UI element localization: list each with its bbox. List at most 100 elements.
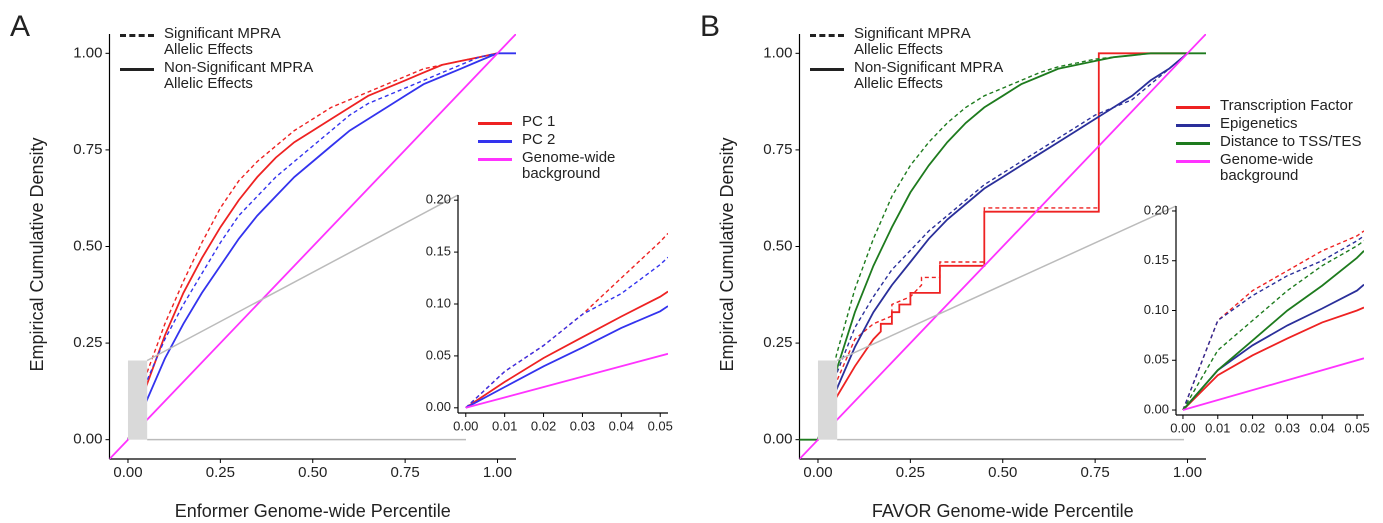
zoom-box [817,360,838,440]
zoom-box [127,360,148,440]
legend-label: PC 2 [522,131,556,148]
curve [465,290,668,409]
y-tick-label: 1.00 [763,44,792,61]
plot-lines [1182,230,1364,411]
x-tick-label: 0.00 [113,464,142,481]
curve [1182,357,1364,411]
panel-label: A [10,10,30,43]
x-tick-label: 1.00 [483,464,512,481]
curve [799,34,1206,459]
y-axis-label: Empirical Cumulative Density [717,137,737,371]
y-tick-label: 0.20 [1144,202,1169,217]
plot-lines [465,232,668,409]
y-tick-label: 0.15 [426,244,451,259]
y-tick-label: 0.00 [1144,401,1169,416]
legend-item: Genome-wide background [1176,152,1361,184]
y-tick-label: 0.25 [763,334,792,351]
curve [127,52,498,440]
linestyle-legend: Significant MPRA Allelic Effects Non-Sign… [810,26,1003,94]
color-legend: Transcription Factor Epigenetics Distance … [1176,98,1361,186]
curve [817,52,1189,441]
x-axis-label: FAVOR Genome-wide Percentile [872,501,1134,521]
y-tick-label: 0.10 [426,295,451,310]
x-tick-label: 0.04 [1310,420,1335,435]
legend-label: Significant MPRA Allelic Effects [854,25,971,58]
x-tick-label: 0.04 [609,418,634,433]
legend-swatch [478,140,512,143]
x-axis-label: Enformer Genome-wide Percentile [175,501,451,521]
x-tick-label: 0.75 [1081,464,1110,481]
y-tick-label: 0.20 [426,192,451,207]
legend-label: Non-Significant MPRA Allelic Effects [164,59,314,92]
curve [1182,230,1364,411]
legend-label: PC 1 [522,113,556,130]
legend-swatch [1176,160,1210,163]
x-tick-label: 0.03 [570,418,595,433]
x-tick-label: 0.00 [803,464,832,481]
zoom-connector [836,205,1177,362]
curve [1182,250,1364,411]
y-tick-label: 0.00 [763,431,792,448]
x-tick-label: 0.05 [1344,420,1369,435]
legend-item: Transcription Factor [1176,98,1361,114]
legend-item: Distance to TSS/TES [1176,134,1361,150]
y-tick-label: 0.50 [73,237,102,254]
y-tick-label: 0.15 [1144,252,1169,267]
panel-label: B [700,10,720,43]
legend-item: Significant MPRA Allelic Effects [810,26,1003,58]
curve [465,256,668,409]
x-tick-label: 0.03 [1275,420,1300,435]
x-tick-label: 0.75 [391,464,420,481]
legend-label: Genome-wide background [522,149,616,182]
plot-lines [799,34,1206,459]
inset-background [1176,206,1364,415]
legend-label: Transcription Factor [1220,97,1353,114]
legend-item: Epigenetics [1176,116,1361,132]
legend-item: Non-Significant MPRA Allelic Effects [810,60,1003,92]
x-tick-label: 0.00 [453,418,478,433]
curve [1182,306,1364,411]
legend-swatch [1176,106,1210,109]
curve [465,305,668,409]
y-tick-label: 0.75 [763,141,792,158]
x-tick-label: 0.25 [896,464,925,481]
legend-swatch [1176,142,1210,145]
plot-lines [109,34,516,459]
legend-swatch [478,158,512,161]
x-tick-label: 0.05 [648,418,673,433]
x-tick-label: 1.00 [1173,464,1202,481]
x-tick-label: 0.00 [1170,420,1195,435]
linestyle-legend: Significant MPRA Allelic Effects Non-Sign… [120,26,313,94]
y-tick-label: 0.05 [1144,352,1169,367]
inset-background [458,195,668,413]
x-tick-label: 0.50 [988,464,1017,481]
curve [127,52,498,440]
legend-item: Genome-wide background [478,150,615,182]
x-tick-label: 0.01 [492,418,517,433]
legend-label: Distance to TSS/TES [1220,133,1362,150]
curve [1182,235,1364,411]
legend-item: PC 1 [478,114,615,130]
legend-swatch [120,34,154,37]
curve [799,52,1206,441]
y-tick-label: 0.50 [763,237,792,254]
y-tick-label: 0.10 [1144,302,1169,317]
legend-swatch [810,34,844,37]
color-legend: PC 1 PC 2 Genome-wide background [478,114,615,184]
legend-swatch [810,68,844,71]
curve [817,52,1188,441]
y-axis-label: Empirical Cumulative Density [27,137,47,371]
x-tick-label: 0.02 [1240,420,1265,435]
curve [817,52,1188,440]
zoom-connector [146,194,459,362]
curve [109,34,516,459]
legend-item: Significant MPRA Allelic Effects [120,26,313,58]
legend-label: Significant MPRA Allelic Effects [164,25,281,58]
curve [465,352,668,409]
legend-label: Genome-wide background [1220,151,1314,184]
legend-item: Non-Significant MPRA Allelic Effects [120,60,313,92]
y-tick-label: 0.05 [426,347,451,362]
legend-swatch [1176,124,1210,127]
x-tick-label: 0.50 [298,464,327,481]
